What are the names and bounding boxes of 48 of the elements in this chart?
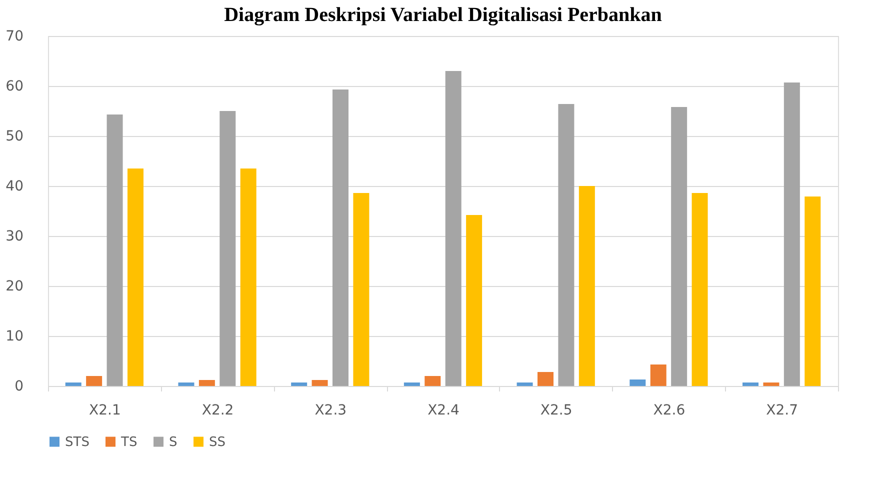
bar <box>312 380 328 386</box>
x-tick-label: X2.1 <box>89 402 121 418</box>
y-tick-label: 30 <box>6 228 24 244</box>
y-tick-label: 60 <box>6 78 24 94</box>
bar <box>763 382 780 386</box>
bar <box>86 376 102 386</box>
bar <box>404 382 420 386</box>
y-tick-label: 50 <box>6 128 24 144</box>
bar <box>671 107 688 386</box>
bar <box>650 364 666 386</box>
y-tick-label: 40 <box>6 178 24 194</box>
bar <box>178 382 194 386</box>
bar <box>784 82 800 386</box>
bar <box>692 193 708 386</box>
chart-title: Diagram Deskripsi Variabel Digitalisasi Perbankan <box>224 4 662 26</box>
bar <box>106 114 123 386</box>
bar <box>445 71 462 386</box>
bar <box>65 382 82 386</box>
bar <box>424 376 441 386</box>
bar <box>332 90 348 386</box>
x-tick-label: X2.7 <box>766 402 798 418</box>
y-tick-label: 20 <box>6 278 24 294</box>
legend-label: TS <box>120 434 138 450</box>
bar <box>353 193 370 386</box>
bar <box>466 215 482 386</box>
bar <box>804 196 821 386</box>
bar <box>220 111 236 386</box>
x-tick-label: X2.2 <box>202 402 234 418</box>
y-tick-label: 10 <box>6 328 24 344</box>
bar <box>558 104 574 386</box>
bar <box>516 382 533 386</box>
bar <box>742 382 759 386</box>
y-tick-label: 70 <box>6 28 24 44</box>
legend-label: S <box>169 434 178 450</box>
x-tick-label: X2.6 <box>653 402 686 418</box>
x-tick-label: X2.4 <box>428 402 460 418</box>
bar <box>578 186 595 386</box>
bar <box>291 382 308 386</box>
bar <box>240 168 256 386</box>
bar <box>198 380 215 386</box>
legend-label: STS <box>65 434 90 450</box>
x-tick-label: X2.3 <box>314 402 347 418</box>
bar <box>538 372 554 386</box>
bar <box>127 168 144 386</box>
x-tick-label: X2.5 <box>540 402 572 418</box>
bar <box>630 380 646 386</box>
legend-label: SS <box>209 434 226 450</box>
y-tick-label: 0 <box>14 378 24 394</box>
